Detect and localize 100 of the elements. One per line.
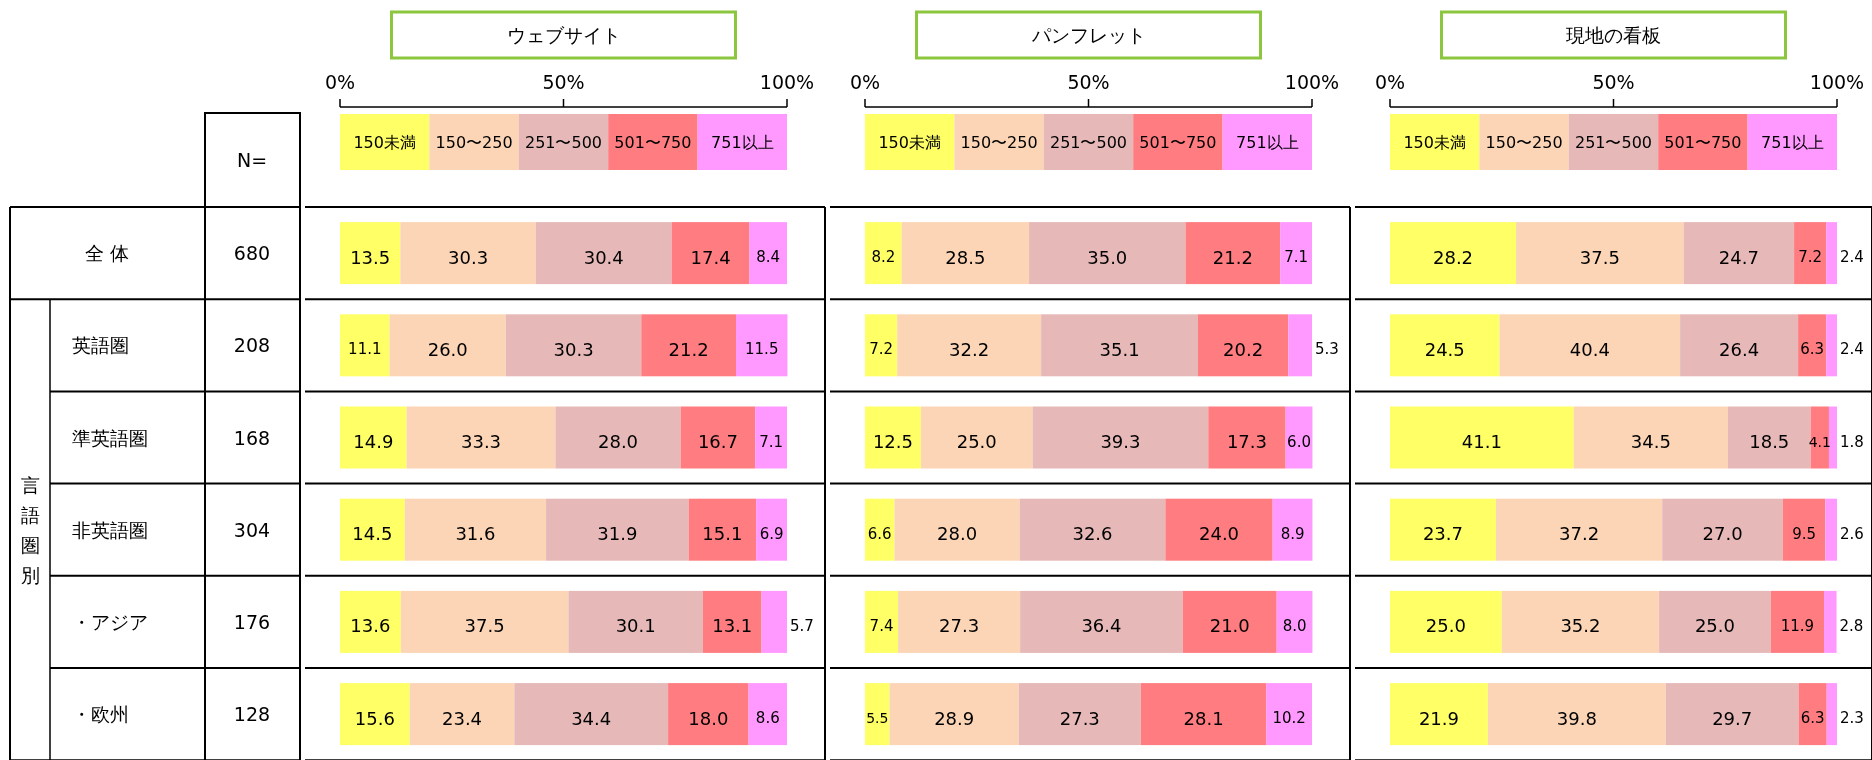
data-label: 2.8 bbox=[1839, 616, 1864, 635]
data-label: 8.4 bbox=[756, 248, 781, 267]
data-label: 128 bbox=[233, 703, 271, 726]
data-label: 27.3 bbox=[1059, 707, 1100, 729]
bar bbox=[568, 590, 703, 653]
data-label: 28.1 bbox=[1183, 707, 1224, 729]
bar bbox=[1390, 406, 1574, 469]
text: 150未満 bbox=[878, 132, 941, 152]
bar bbox=[340, 498, 405, 561]
data-label: 304 bbox=[233, 518, 271, 541]
data-label: 8.9 bbox=[1280, 524, 1305, 543]
data-label: 18.5 bbox=[1749, 431, 1790, 452]
data-label: 8.0 bbox=[1282, 616, 1307, 635]
bar bbox=[761, 590, 787, 653]
x-tick-label: 0% bbox=[849, 71, 881, 93]
data-label: 168 bbox=[233, 426, 271, 449]
data-label: 2.6 bbox=[1840, 524, 1864, 543]
data-label: 34.5 bbox=[1630, 431, 1671, 452]
data-label: 28.9 bbox=[934, 707, 975, 729]
text: 751以上 bbox=[711, 132, 774, 152]
data-label: 29.7 bbox=[1712, 707, 1753, 729]
text: 言語圏別 bbox=[20, 473, 40, 586]
bar bbox=[688, 498, 757, 561]
data-label: 21.9 bbox=[1418, 707, 1459, 729]
bar bbox=[1770, 590, 1825, 653]
data-label: 13.6 bbox=[350, 615, 391, 637]
bar bbox=[1041, 314, 1199, 377]
x-tick-label: 50% bbox=[1592, 71, 1635, 93]
bar bbox=[389, 314, 506, 377]
data-label: 12.5 bbox=[872, 431, 913, 452]
bar bbox=[1185, 222, 1281, 285]
data-label: 13.5 bbox=[350, 246, 391, 268]
bar bbox=[1680, 314, 1799, 377]
bar bbox=[736, 314, 788, 377]
bar bbox=[1499, 314, 1681, 377]
bar bbox=[680, 406, 756, 469]
data-label: 39.8 bbox=[1556, 707, 1597, 729]
bar bbox=[865, 222, 902, 285]
data-label: 11.1 bbox=[348, 340, 382, 359]
bar bbox=[1798, 683, 1827, 746]
data-label: 31.6 bbox=[455, 523, 496, 545]
data-label: 28.2 bbox=[1432, 246, 1474, 268]
bar bbox=[514, 683, 669, 746]
data-label: 25.0 bbox=[956, 431, 997, 452]
category-label: ・欧州 bbox=[72, 703, 129, 726]
data-label: 37.5 bbox=[1579, 246, 1620, 268]
text: 501〜750 bbox=[614, 132, 692, 152]
bar bbox=[1683, 222, 1795, 285]
data-label: 31.9 bbox=[597, 523, 638, 545]
data-label: 21.2 bbox=[1212, 246, 1253, 268]
data-label: 24.5 bbox=[1424, 338, 1465, 360]
bar bbox=[1019, 498, 1166, 561]
bar bbox=[1182, 590, 1277, 653]
bar bbox=[340, 222, 401, 285]
data-label: 16.7 bbox=[697, 431, 738, 452]
bar bbox=[1501, 590, 1660, 653]
chart-title: ウェブサイト bbox=[506, 24, 621, 46]
bar bbox=[865, 590, 899, 653]
bar bbox=[755, 406, 787, 469]
text: 251〜500 bbox=[1574, 132, 1653, 152]
bar bbox=[1826, 314, 1837, 377]
bar bbox=[1487, 683, 1666, 746]
data-label: 30.1 bbox=[615, 615, 656, 637]
bar bbox=[1390, 314, 1500, 377]
text: 751以上 bbox=[1761, 132, 1824, 152]
bar bbox=[920, 406, 1033, 469]
bar bbox=[1662, 498, 1783, 561]
bar bbox=[865, 683, 890, 746]
bar bbox=[1390, 590, 1502, 653]
data-label: 21.0 bbox=[1209, 615, 1250, 637]
data-label: 30.4 bbox=[583, 246, 624, 268]
data-label: 28.5 bbox=[945, 246, 986, 268]
bar bbox=[400, 222, 536, 285]
bar bbox=[1659, 590, 1771, 653]
data-label: 8.6 bbox=[755, 709, 780, 728]
data-label: 18.0 bbox=[688, 707, 729, 729]
data-label: 7.4 bbox=[869, 616, 894, 635]
bar bbox=[668, 683, 749, 746]
text: 251〜500 bbox=[524, 132, 603, 152]
bar bbox=[748, 683, 787, 746]
bar bbox=[1825, 498, 1837, 561]
data-label: 24.0 bbox=[1198, 523, 1240, 545]
category-label: 全 体 bbox=[84, 242, 130, 265]
bar bbox=[409, 683, 515, 746]
bar bbox=[1794, 222, 1827, 285]
data-label: 6.3 bbox=[1800, 340, 1825, 359]
data-label: 14.5 bbox=[352, 523, 393, 545]
data-label: 33.3 bbox=[460, 431, 502, 452]
bar bbox=[898, 590, 1021, 653]
data-label: 5.5 bbox=[866, 710, 889, 727]
x-tick-label: 100% bbox=[1284, 71, 1340, 93]
bar bbox=[1390, 222, 1517, 285]
data-label: 20.2 bbox=[1223, 338, 1264, 360]
data-label: 17.4 bbox=[690, 246, 731, 268]
bar bbox=[555, 406, 681, 469]
bar bbox=[756, 498, 787, 561]
data-label: 35.1 bbox=[1099, 338, 1140, 360]
bar bbox=[1826, 222, 1837, 285]
bar bbox=[1266, 683, 1312, 746]
bar bbox=[641, 314, 737, 377]
